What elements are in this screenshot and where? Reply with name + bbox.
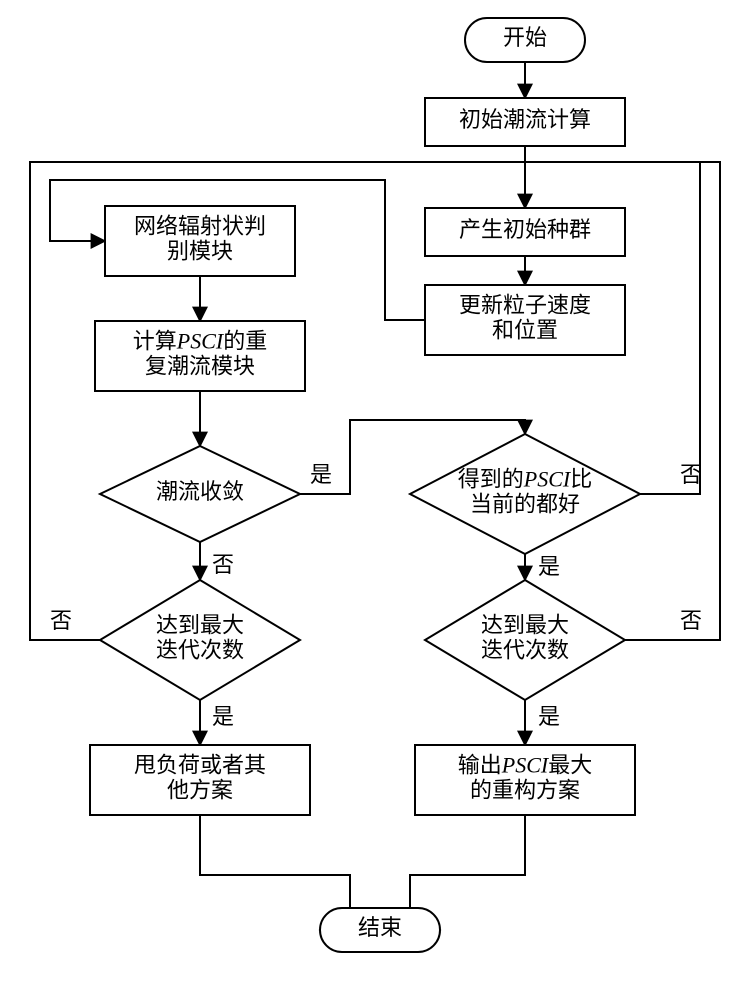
node-text-line: 迭代次数 [481,638,569,663]
node-text-line: 网络辐射状判 [134,213,266,238]
node-text-line: 的重构方案 [470,778,580,803]
edge-label-conv-better: 是 [310,462,332,487]
edge-label-better-gen_pop: 否 [680,462,702,487]
edge-label-maxit_l-shed: 是 [212,704,234,729]
node-text-line: 输出PSCI最大 [458,752,592,777]
node-text-line: 他方案 [167,778,233,803]
node-text-line: 别模块 [167,239,233,264]
node-text-line: 达到最大 [481,612,569,637]
node-text-line: 更新粒子速度 [459,292,591,317]
node-text-line: 当前的都好 [470,492,580,517]
node-text-line: 初始潮流计算 [459,107,591,132]
node-text-line: 结束 [358,915,402,940]
node-text-line: 产生初始种群 [459,217,591,242]
node-text-line: 甩负荷或者其 [134,752,266,777]
edge-label-maxit_l-init_pf: 否 [50,608,72,633]
node-text-line: 复潮流模块 [145,354,255,379]
node-text-line: 达到最大 [156,612,244,637]
node-text-line: 开始 [503,25,547,50]
node-text-line: 迭代次数 [156,638,244,663]
flowchart-canvas: 是否是否是否是否开始初始潮流计算产生初始种群更新粒子速度和位置网络辐射状判别模块… [0,0,744,1000]
edge-label-maxit_r-gen_pop: 否 [680,608,702,633]
node-text-line: 计算PSCI的重 [133,328,267,353]
node-text-line: 潮流收敛 [156,479,244,504]
edge-label-better-maxit_r: 是 [538,554,560,579]
node-text-line: 和位置 [492,318,558,343]
node-text-line: 得到的PSCI比 [458,466,592,491]
edge-label-conv-maxit_l: 否 [212,552,234,577]
edge-label-maxit_r-output: 是 [538,704,560,729]
